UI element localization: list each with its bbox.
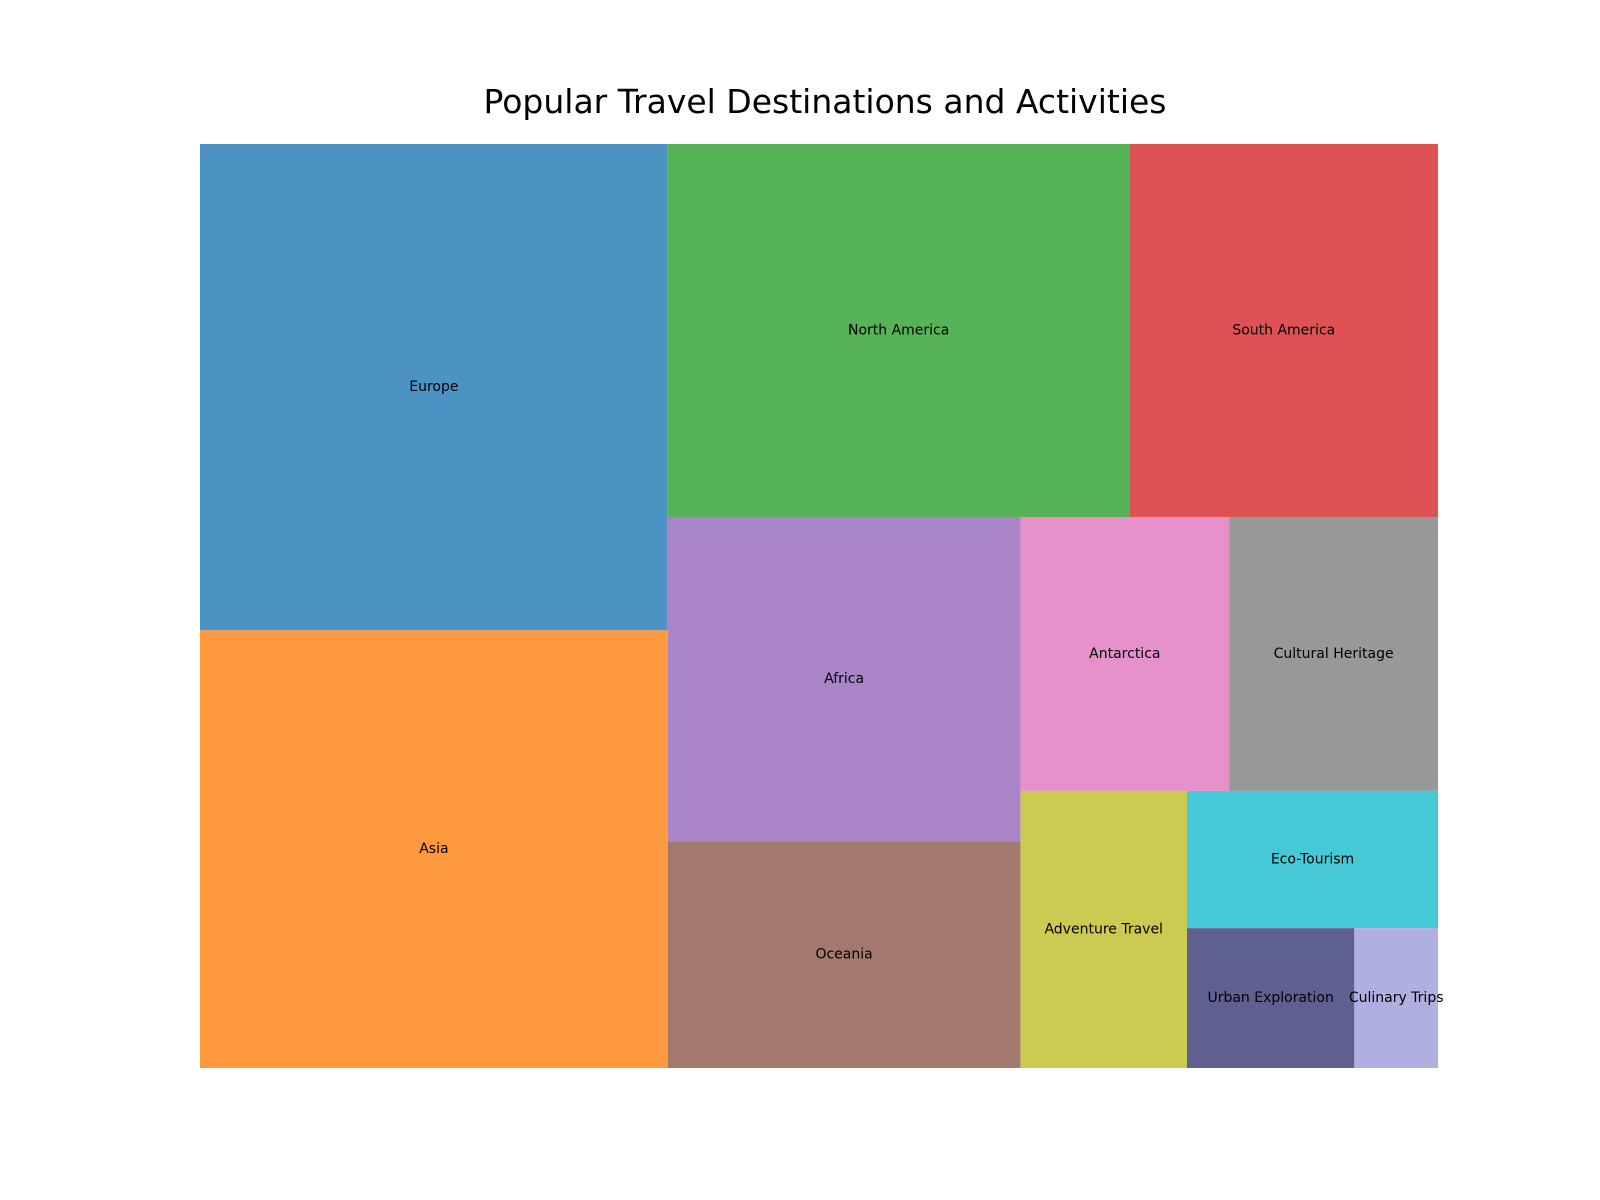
treemap-cell-europe: Europe [200,144,668,631]
treemap-label-urban-exploration: Urban Exploration [1207,990,1333,1006]
treemap-cell-asia: Asia [200,630,668,1068]
treemap-rect-eco-tourism [1186,790,1438,929]
treemap-label-oceania: Oceania [815,947,872,963]
treemap-cell-oceania: Oceania [667,841,1021,1068]
treemap-rect-cultural-heritage [1229,516,1438,791]
treemap-cell-north-america: North America [667,144,1130,517]
treemap-rect-europe [200,144,668,631]
treemap-cell-urban-exploration: Urban Exploration [1186,928,1355,1068]
treemap-rect-south-america [1129,144,1438,517]
treemap-cell-eco-tourism: Eco-Tourism [1186,790,1438,929]
treemap-label-south-america: South America [1232,322,1335,338]
treemap-cell-culinary-trips: Culinary Trips [1349,928,1444,1068]
treemap-rect-oceania [667,841,1021,1068]
treemap-cell-cultural-heritage: Cultural Heritage [1229,516,1438,791]
treemap-rect-antarctica [1020,516,1230,791]
treemap-cell-antarctica: Antarctica [1020,516,1230,791]
treemap-rect-africa [667,516,1021,842]
treemap-label-culinary-trips: Culinary Trips [1349,990,1444,1006]
treemap-rect-culinary-trips [1354,928,1438,1068]
treemap-label-asia: Asia [419,841,448,857]
treemap-cell-africa: Africa [667,516,1021,842]
treemap-label-north-america: North America [848,322,949,338]
chart-title: Popular Travel Destinations and Activiti… [483,82,1167,121]
treemap-rect-north-america [667,144,1130,517]
treemap-cell-adventure-travel: Adventure Travel [1020,790,1187,1068]
treemap-rect-adventure-travel [1020,790,1187,1068]
treemap-label-antarctica: Antarctica [1089,646,1160,662]
treemap-label-africa: Africa [824,671,864,687]
treemap-cell-south-america: South America [1129,144,1438,517]
treemap-rect-urban-exploration [1186,928,1355,1068]
treemap-label-eco-tourism: Eco-Tourism [1271,852,1354,868]
treemap-label-adventure-travel: Adventure Travel [1044,921,1162,937]
treemap-rect-asia [200,630,668,1068]
treemap-label-cultural-heritage: Cultural Heritage [1274,646,1394,662]
treemap-label-europe: Europe [409,379,458,395]
